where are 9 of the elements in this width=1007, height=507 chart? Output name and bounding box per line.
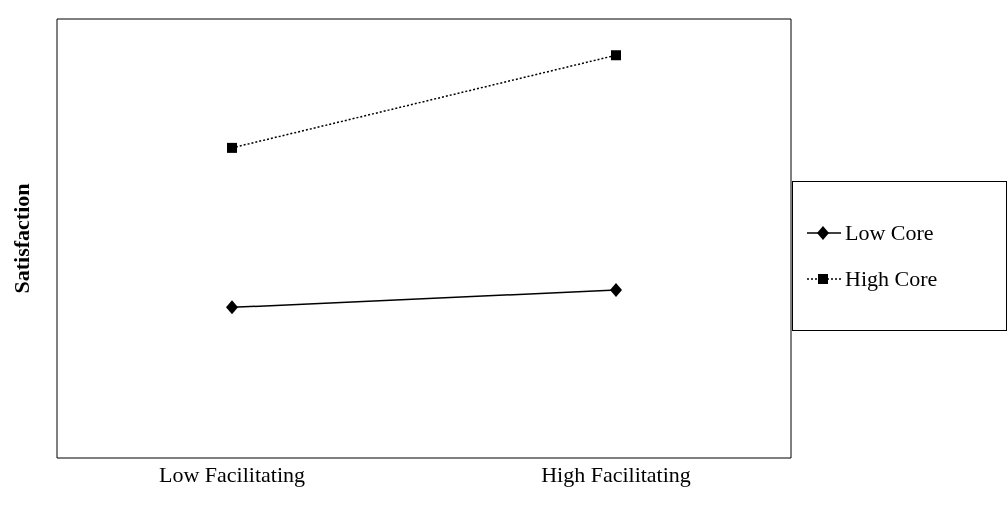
point [610,283,622,298]
point [227,142,237,153]
x-tick-label: High Facilitating [541,461,691,487]
point [611,50,621,61]
x-tick-label: Low Facilitating [158,461,306,487]
legend-label: Low Core [845,219,934,246]
point [226,300,238,315]
legend-label: High Core [845,265,938,292]
y-axis-title: Satisfaction [8,183,34,294]
